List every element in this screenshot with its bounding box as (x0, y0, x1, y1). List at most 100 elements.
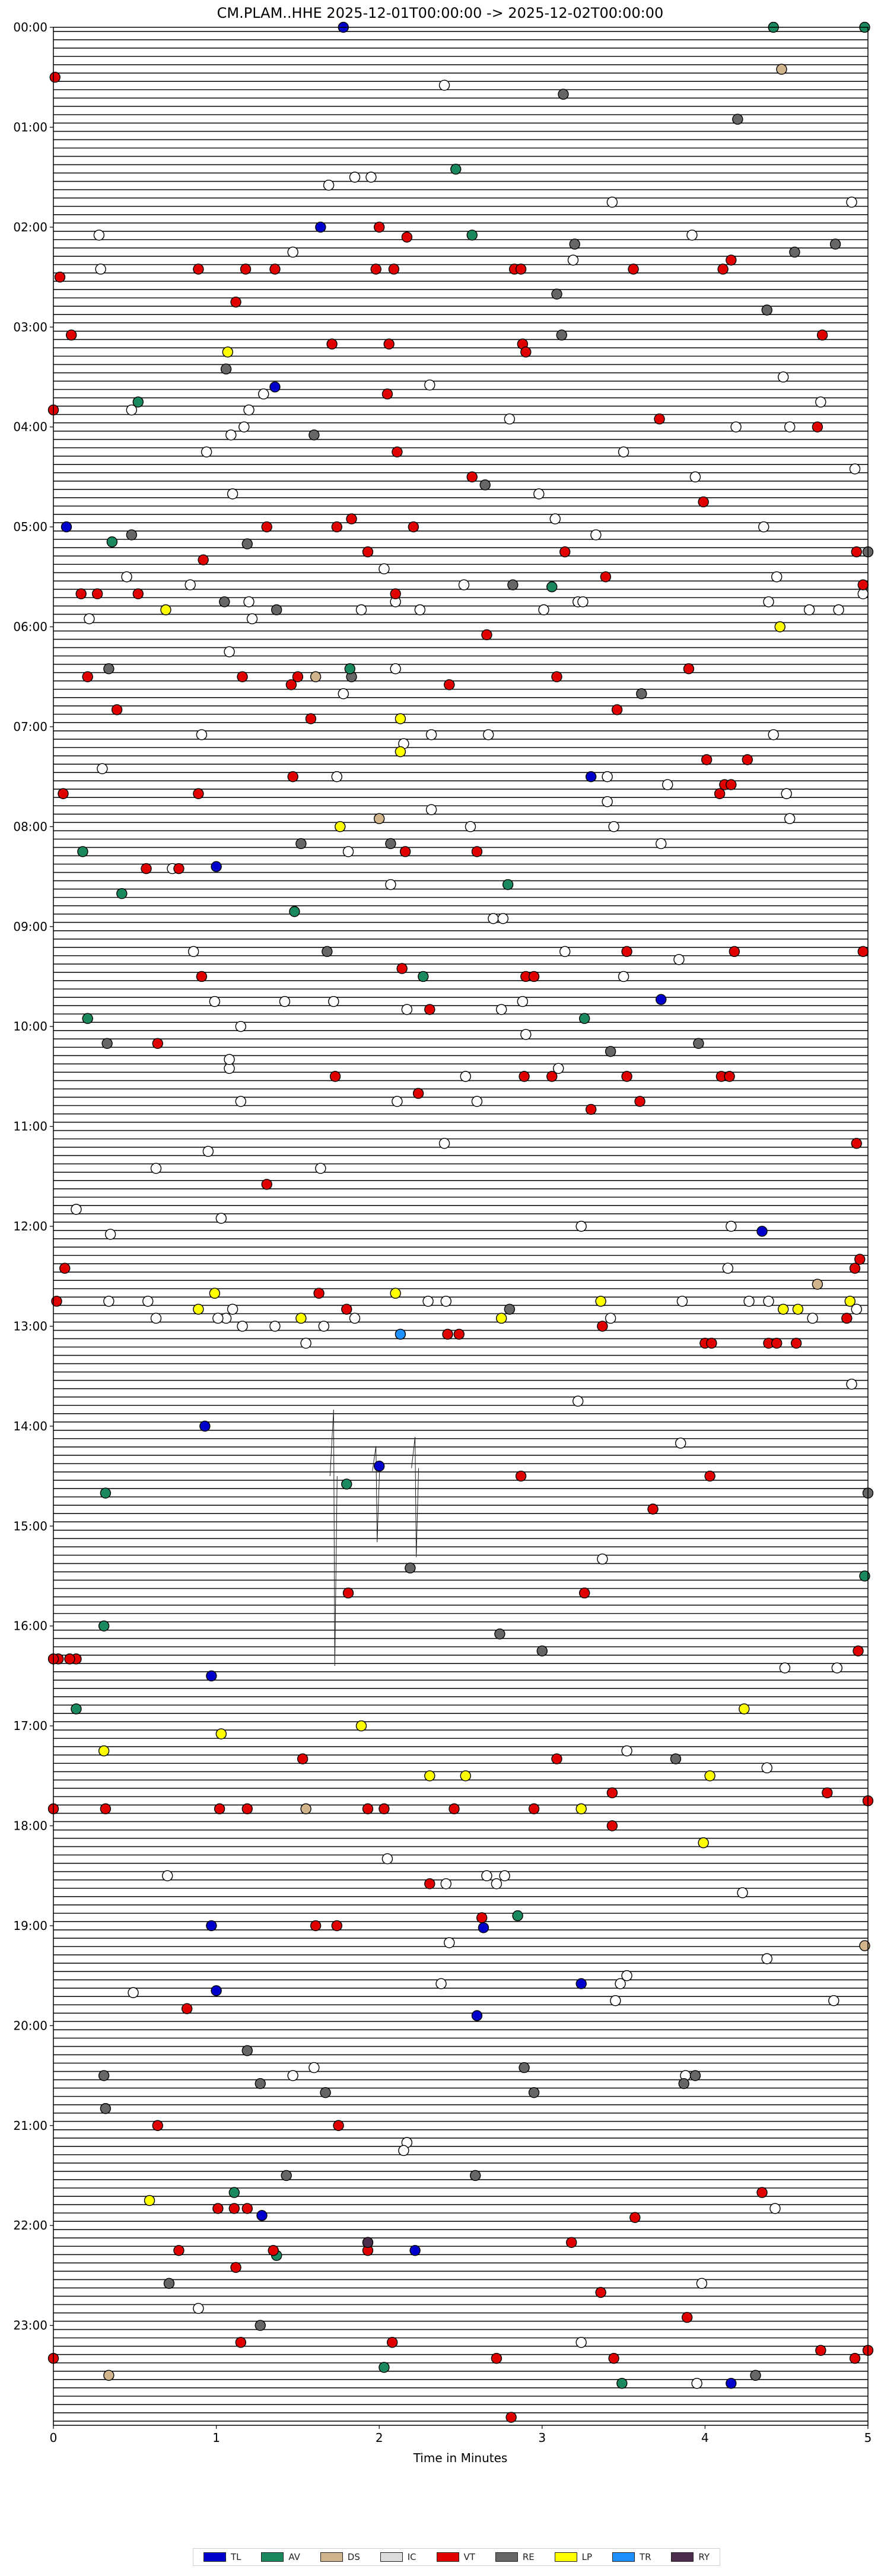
event-point-vt (816, 329, 828, 341)
event-point-re (693, 1038, 704, 1049)
legend-swatch (612, 2552, 635, 2562)
event-point-ic (784, 421, 796, 432)
event-point-av (418, 971, 429, 982)
event-point-tl (61, 521, 72, 533)
event-point-ic (597, 1553, 608, 1565)
event-point-ic (381, 1853, 393, 1865)
y-tick-label: 13:00 (13, 1319, 47, 1333)
event-point-ic (779, 1662, 791, 1674)
y-tick-label: 12:00 (13, 1219, 47, 1233)
event-point-re (163, 2278, 175, 2289)
event-point-vt (100, 1803, 112, 1815)
event-point-ic (686, 230, 698, 241)
event-point-vt (374, 221, 385, 233)
event-point-ic (553, 1063, 564, 1074)
event-point-vt (379, 1803, 390, 1815)
legend-item-av: AV (261, 2552, 300, 2562)
event-point-ic (846, 196, 857, 208)
event-point-ic (520, 1029, 532, 1040)
event-point-ic (440, 1296, 451, 1307)
legend-label: TR (639, 2552, 651, 2562)
event-point-ic (849, 463, 861, 475)
event-point-ic (549, 513, 561, 524)
event-point-ic (398, 2145, 409, 2157)
event-point-ic (761, 1762, 772, 1774)
event-point-ic (104, 1229, 116, 1240)
event-point-ic (235, 1020, 246, 1032)
event-point-tl (269, 381, 281, 393)
event-point-ic (390, 663, 401, 675)
event-point-re (98, 2070, 110, 2081)
event-point-av (466, 230, 478, 241)
y-tick-label: 19:00 (13, 1919, 47, 1933)
event-point-ic (517, 996, 529, 1007)
event-point-vt (111, 704, 123, 715)
event-point-tl (206, 1920, 217, 1932)
event-point-ic (737, 1887, 748, 1898)
event-point-vt (392, 446, 403, 457)
event-point-vt (822, 1787, 833, 1799)
signal-spikes (329, 1410, 419, 1667)
event-point-ic (726, 1220, 737, 1232)
event-point-ic (269, 1321, 281, 1332)
event-point-ic (331, 771, 343, 783)
event-point-re (479, 479, 491, 491)
event-point-ic (722, 1262, 734, 1274)
event-point-av (71, 1703, 82, 1715)
event-point-ic (504, 413, 516, 425)
event-point-vt (771, 1337, 783, 1349)
event-point-ic (602, 796, 613, 807)
event-point-av (578, 1013, 590, 1024)
event-point-av (77, 846, 88, 857)
event-point-re (732, 113, 743, 125)
event-point-ic (338, 688, 349, 699)
y-tick-label: 06:00 (13, 620, 47, 634)
event-point-re (789, 246, 800, 258)
event-markers (47, 21, 874, 2423)
event-point-vt (453, 1328, 465, 1340)
event-point-ic (150, 1163, 162, 1174)
event-point-ic (243, 596, 255, 608)
event-point-vt (383, 338, 395, 350)
event-point-ic (590, 529, 602, 540)
event-point-vt (241, 2203, 253, 2214)
event-point-re (761, 304, 772, 316)
event-point-ic (193, 2303, 204, 2314)
event-point-ic (689, 471, 701, 483)
event-point-vt (629, 2212, 641, 2223)
event-point-vt (628, 263, 639, 275)
event-point-re (636, 688, 647, 699)
y-tick-label: 04:00 (13, 420, 47, 434)
event-point-tl (374, 1460, 385, 1472)
event-point-ic (315, 1163, 326, 1174)
event-point-re (504, 1303, 516, 1315)
event-point-lp (844, 1296, 855, 1307)
event-point-lp (460, 1770, 471, 1782)
event-point-vt (214, 1803, 225, 1815)
event-point-re (519, 2062, 530, 2073)
event-point-ic (392, 1096, 403, 1107)
event-point-vt (212, 2203, 224, 2214)
event-point-ic (224, 1063, 235, 1074)
event-point-re (528, 2087, 540, 2098)
y-tick-label: 00:00 (13, 20, 47, 34)
event-point-ic (308, 2062, 320, 2073)
signal-spike (411, 1437, 419, 1557)
event-point-vt (600, 571, 612, 583)
event-point-av (341, 1478, 352, 1490)
event-point-vt (240, 263, 252, 275)
event-point-ic (365, 171, 377, 183)
event-point-ic (424, 379, 435, 391)
event-point-vt (621, 946, 632, 958)
event-point-ic (575, 2337, 587, 2348)
event-point-ic (414, 604, 426, 616)
event-point-vt (64, 1653, 75, 1665)
event-point-ic (379, 563, 390, 575)
event-point-re (101, 1038, 113, 1049)
event-point-ic (458, 579, 470, 590)
event-point-ic (482, 729, 494, 740)
event-point-ic (435, 1978, 447, 1989)
event-point-vt (91, 588, 103, 600)
event-point-ic (559, 946, 571, 958)
legend-item-ic: IC (380, 2552, 416, 2562)
